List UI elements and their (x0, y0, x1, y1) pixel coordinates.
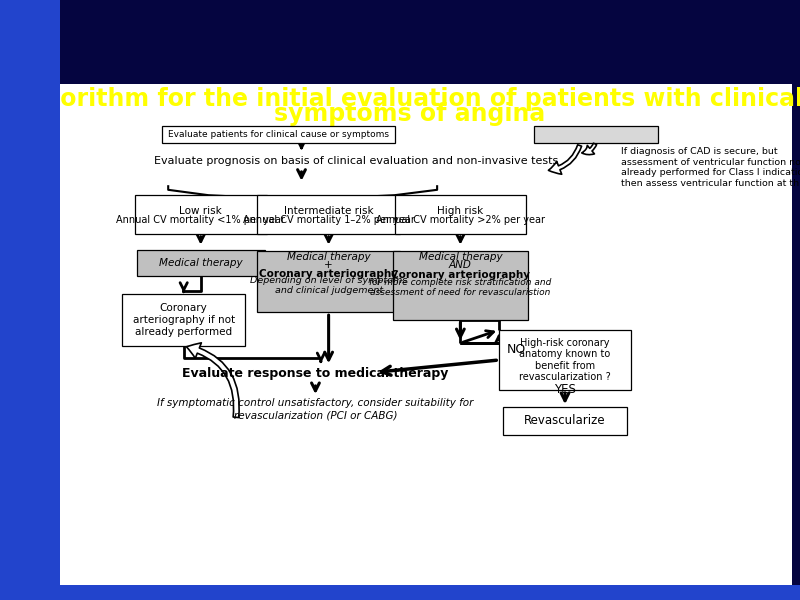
Text: Annual CV mortality >2% per year: Annual CV mortality >2% per year (376, 215, 545, 225)
Text: Annual CV mortality 1–2% per year: Annual CV mortality 1–2% per year (242, 215, 414, 225)
Text: Medical therapy: Medical therapy (159, 258, 242, 268)
FancyArrowPatch shape (186, 343, 239, 418)
FancyBboxPatch shape (499, 330, 631, 390)
Text: High risk: High risk (438, 206, 483, 215)
Text: Medical therapy: Medical therapy (287, 252, 370, 262)
Text: AND: AND (449, 260, 472, 270)
Text: Revascularize: Revascularize (524, 415, 606, 427)
Text: Coronary arteriography: Coronary arteriography (259, 269, 398, 279)
Text: Evaluate prognosis on basis of clinical evaluation and non-invasive tests: Evaluate prognosis on basis of clinical … (154, 157, 558, 166)
FancyBboxPatch shape (137, 250, 265, 276)
FancyArrowPatch shape (582, 143, 597, 155)
Text: High-risk coronary
anatomy known to
benefit from
revascularization ?: High-risk coronary anatomy known to bene… (519, 338, 611, 382)
Text: symptoms of angina: symptoms of angina (274, 103, 546, 127)
FancyBboxPatch shape (162, 126, 394, 143)
Text: YES: YES (554, 383, 576, 396)
FancyBboxPatch shape (257, 195, 400, 233)
Text: Algorithm for the initial evaluation of patients with clinical: Algorithm for the initial evaluation of … (17, 87, 800, 111)
FancyBboxPatch shape (394, 195, 526, 233)
Text: If diagnosis of CAD is secure, but
assessment of ventricular function not
alread: If diagnosis of CAD is secure, but asses… (621, 148, 800, 188)
Text: If symptomatic control unsatisfactory, consider suitability for
revascularizatio: If symptomatic control unsatisfactory, c… (158, 398, 474, 420)
Text: Intermediate risk: Intermediate risk (284, 206, 374, 215)
Text: Coronary arteriography: Coronary arteriography (391, 269, 530, 280)
Text: Depending on level of symptoms
and clinical judgement: Depending on level of symptoms and clini… (250, 275, 407, 295)
Text: Evaluate patients for clinical cause or symptoms: Evaluate patients for clinical cause or … (168, 130, 389, 139)
FancyBboxPatch shape (135, 195, 266, 233)
Text: NO: NO (506, 343, 526, 356)
Text: Annual CV mortality <1% per year: Annual CV mortality <1% per year (116, 215, 285, 225)
FancyBboxPatch shape (122, 294, 245, 346)
FancyBboxPatch shape (393, 251, 528, 320)
Text: for more complete risk stratification and
assessment of need for revascularistio: for more complete risk stratification an… (369, 278, 551, 297)
FancyBboxPatch shape (503, 407, 627, 434)
Text: Coronary
arteriography if not
already performed: Coronary arteriography if not already pe… (133, 304, 234, 337)
FancyArrowPatch shape (548, 145, 582, 174)
FancyBboxPatch shape (534, 126, 658, 143)
Text: Medical therapy: Medical therapy (418, 252, 502, 262)
Text: Evaluate response to medical therapy: Evaluate response to medical therapy (182, 367, 449, 380)
FancyBboxPatch shape (257, 251, 400, 312)
Text: Low risk: Low risk (179, 206, 222, 215)
Text: +: + (324, 260, 333, 270)
